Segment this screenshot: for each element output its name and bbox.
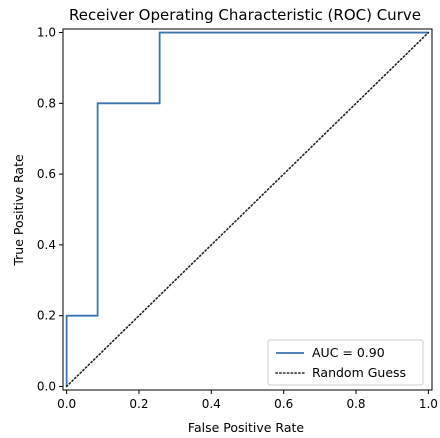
y-tick-label: 0.8 (37, 96, 56, 110)
x-ticks: 0.0 0.2 0.4 0.6 0.8 1.0 (57, 390, 438, 411)
x-tick-label: 0.2 (129, 397, 148, 411)
series-line-roc (65, 31, 429, 387)
y-ticks: 0.0 0.2 0.4 0.6 0.8 1.0 (37, 26, 63, 393)
y-tick-label: 0.0 (37, 379, 56, 393)
x-tick-label: 0.0 (57, 397, 76, 411)
chart-title: Receiver Operating Characteristic (ROC) … (69, 6, 421, 24)
x-tick-label: 1.0 (419, 397, 438, 411)
x-axis-label: False Positive Rate (188, 420, 304, 435)
x-tick-label: 0.4 (202, 397, 221, 411)
y-tick-label: 0.4 (37, 238, 56, 252)
legend-label-random: Random Guess (312, 365, 406, 380)
series-line-random-guess (65, 31, 430, 388)
y-tick-label: 1.0 (37, 26, 56, 40)
y-tick-label: 0.6 (37, 167, 56, 181)
legend-label-auc: AUC = 0.90 (312, 345, 385, 360)
plot-frame (62, 28, 433, 391)
plot-lines (65, 31, 430, 388)
x-tick-label: 0.8 (346, 397, 365, 411)
legend-box (267, 339, 424, 386)
x-tick-label: 0.6 (274, 397, 293, 411)
y-axis-label: True Positive Rate (11, 154, 26, 267)
y-tick-label: 0.2 (37, 309, 56, 323)
legend: AUC = 0.90 Random Guess (267, 339, 424, 386)
